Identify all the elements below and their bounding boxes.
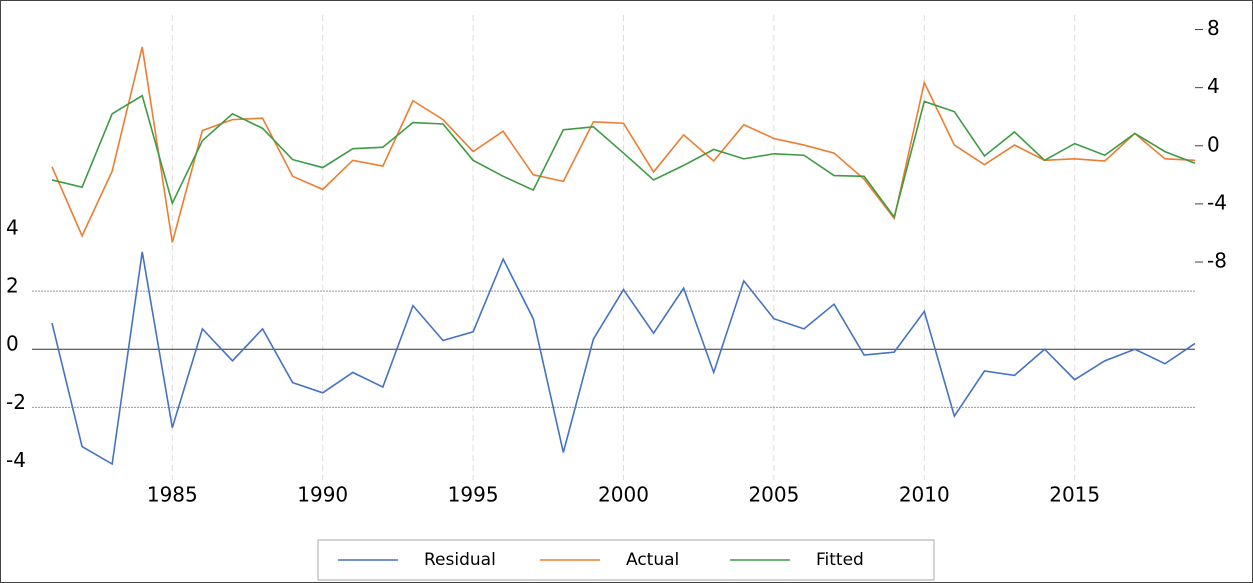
y2-tick-label: 4 — [1207, 74, 1220, 98]
legend-box — [317, 539, 935, 581]
x-tick-label: 2000 — [598, 483, 649, 507]
y-tick-label: 2 — [6, 274, 19, 298]
x-tick-label: 1995 — [448, 483, 499, 507]
series-line — [51, 251, 1196, 466]
y2-tick-label: -4 — [1207, 190, 1227, 214]
legend-label: Residual — [424, 550, 496, 570]
x-tick-label: 1985 — [147, 483, 198, 507]
y2-tick-label: 8 — [1207, 16, 1220, 40]
x-tick-label: 2010 — [899, 483, 950, 507]
series-line — [51, 94, 1196, 219]
y-tick-label: -2 — [6, 390, 26, 414]
legend-label: Actual — [626, 550, 679, 570]
y-tick-label: 0 — [6, 332, 19, 356]
legend-label: Fitted — [816, 550, 864, 570]
y2-tick-label: 0 — [1207, 132, 1220, 156]
y-tick-label: 4 — [6, 215, 19, 239]
y-tick-label: -4 — [6, 448, 26, 472]
y2-tick-label: -8 — [1207, 249, 1227, 273]
x-tick-label: 2015 — [1049, 483, 1100, 507]
x-tick-label: 1990 — [297, 483, 348, 507]
x-tick-label: 2005 — [748, 483, 799, 507]
